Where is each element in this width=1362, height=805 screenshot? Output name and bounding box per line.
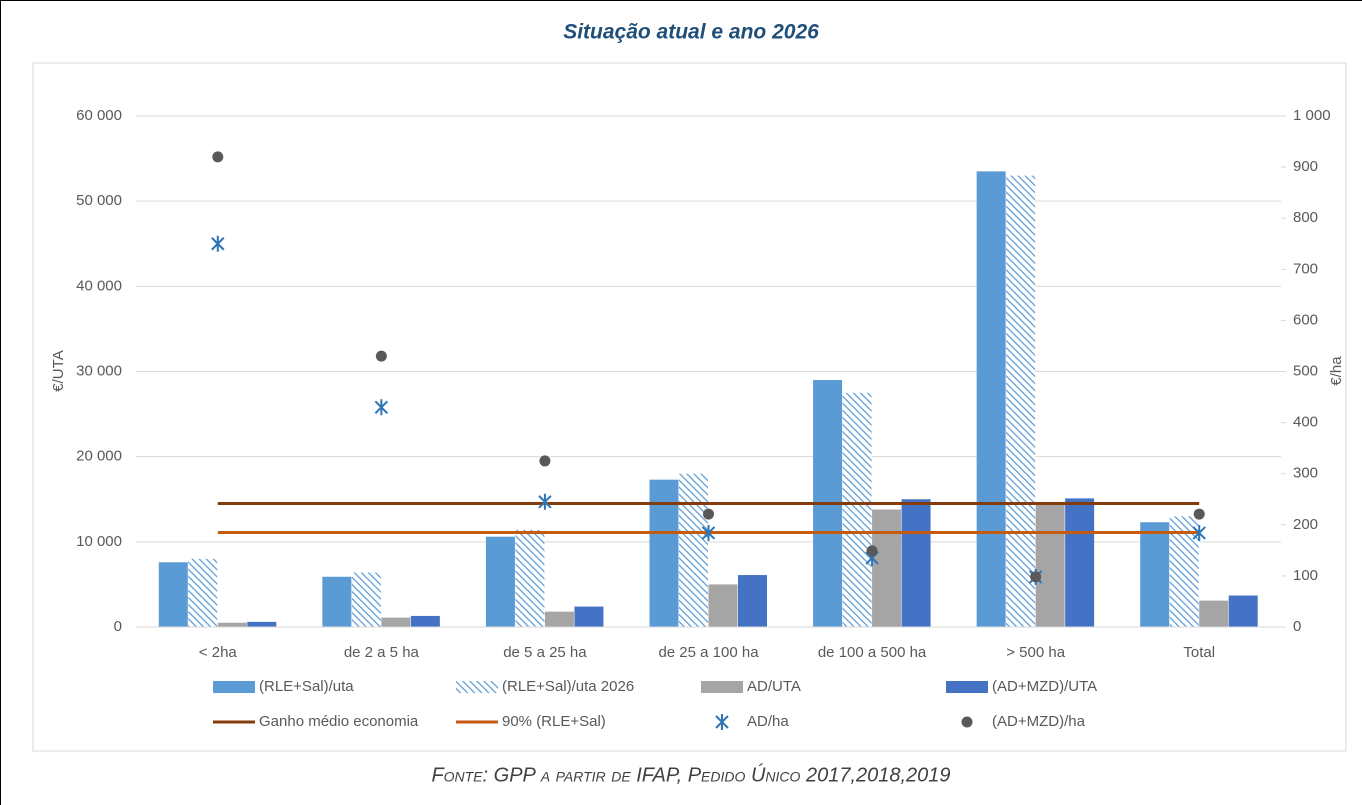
bar (515, 529, 545, 627)
y2-tick-label: 200 (1293, 516, 1318, 533)
legend-label: 90% (RLE+Sal) (502, 713, 606, 730)
x-tick-label: < 2ha (199, 644, 238, 661)
bar (247, 621, 277, 627)
bar (1228, 595, 1258, 627)
x-tick-label: Total (1183, 644, 1215, 661)
legend-label: AD/ha (747, 713, 789, 730)
point (211, 235, 225, 252)
y2-tick-label: 400 (1293, 414, 1318, 431)
legend-swatch (456, 681, 498, 693)
source: Fonte: GPP a partir de IFAP, Pedido Únic… (431, 763, 950, 786)
bar (976, 171, 1006, 627)
bar (351, 572, 381, 627)
chart-title: Situação atual e ano 2026 (563, 21, 819, 44)
y2-tick-label: 800 (1293, 209, 1318, 226)
chart-frame (32, 62, 1347, 752)
legend-label: Ganho médio economia (259, 713, 419, 730)
bar (872, 509, 902, 627)
point (866, 545, 878, 557)
legend-label: (AD+MZD)/ha (992, 713, 1086, 730)
legend-label: (RLE+Sal)/uta 2026 (502, 678, 634, 695)
y-tick-label: 20 000 (76, 448, 122, 465)
bar (322, 576, 352, 627)
bar (649, 479, 679, 627)
y2-tick-label: 0 (1293, 618, 1301, 635)
point (538, 493, 552, 510)
y-axis-label: €/UTA (50, 350, 67, 391)
bar (1035, 502, 1065, 627)
bar (842, 392, 872, 627)
legend-label: (RLE+Sal)/uta (259, 678, 354, 695)
bar (188, 558, 218, 627)
y2-tick-label: 600 (1293, 311, 1318, 328)
legend-swatch (701, 681, 743, 693)
legend-swatch (213, 681, 255, 693)
y2-tick-label: 500 (1293, 362, 1318, 379)
bar (738, 575, 767, 627)
point (703, 508, 714, 520)
y2-tick-label: 900 (1293, 158, 1318, 175)
bar (381, 617, 411, 627)
point (1193, 508, 1205, 520)
y-tick-label: 40 000 (76, 277, 122, 294)
bar (410, 615, 440, 627)
point (374, 399, 389, 416)
y-tick-label: 0 (114, 618, 122, 635)
bar (1199, 600, 1229, 627)
y-tick-label: 10 000 (76, 533, 122, 550)
x-tick-label: de 25 a 100 ha (658, 644, 759, 661)
x-tick-label: de 100 a 500 ha (818, 644, 927, 661)
bar (544, 611, 574, 627)
bar (679, 473, 708, 627)
legend-swatch (715, 714, 729, 730)
bar (1065, 498, 1095, 627)
bar (1140, 522, 1170, 627)
point (701, 524, 716, 541)
bar (1006, 175, 1036, 627)
bar (574, 606, 604, 627)
x-tick-label: > 500 ha (1006, 644, 1065, 661)
bar (901, 499, 931, 627)
point (212, 151, 224, 163)
bar (485, 536, 515, 627)
y2-axis-label: €/ha (1328, 356, 1345, 386)
y-tick-label: 60 000 (76, 107, 122, 124)
point (539, 455, 551, 467)
legend-swatch (946, 681, 988, 693)
x-tick-label: de 5 a 25 ha (503, 644, 587, 661)
y-tick-label: 30 000 (76, 362, 122, 379)
legend-label: (AD+MZD)/UTA (992, 678, 1097, 695)
bar (1169, 516, 1199, 627)
y2-tick-label: 100 (1293, 567, 1318, 584)
x-tick-label: de 2 a 5 ha (344, 644, 420, 661)
bar (217, 622, 247, 627)
legend-swatch (961, 716, 973, 728)
bar (158, 562, 188, 627)
point (1192, 524, 1206, 541)
y2-tick-label: 700 (1293, 260, 1318, 277)
y-tick-label: 50 000 (76, 192, 122, 209)
legend-label: AD/UTA (747, 678, 801, 695)
y2-tick-label: 300 (1293, 465, 1318, 482)
y2-tick-label: 1 000 (1293, 107, 1331, 124)
bar (708, 584, 738, 627)
point (375, 350, 387, 362)
point (1030, 571, 1042, 583)
